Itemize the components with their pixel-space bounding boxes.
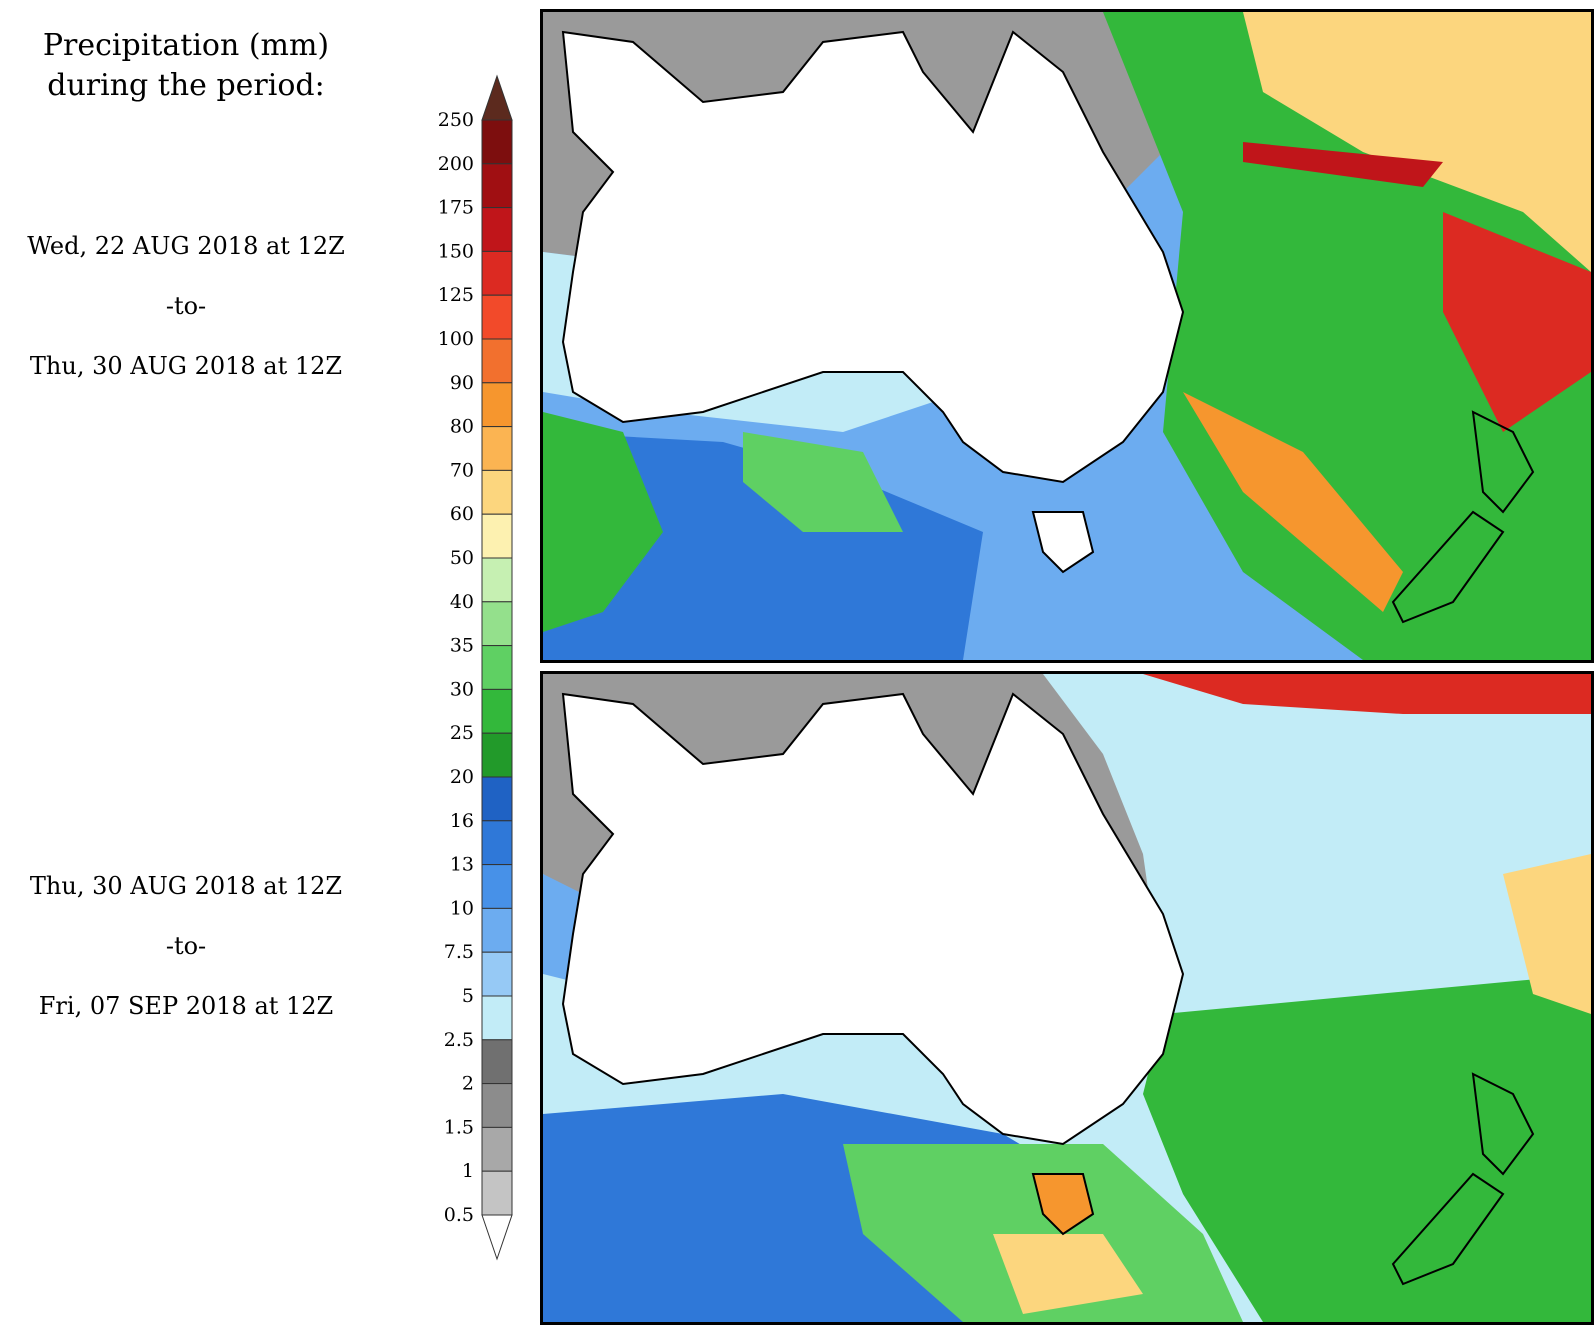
period-1-start: Wed, 22 AUG 2018 at 12Z [27, 232, 345, 260]
legend-color-box [481, 907, 513, 953]
legend-color-box [481, 776, 513, 822]
legend-color-box [481, 119, 513, 165]
legend-color-box [481, 688, 513, 734]
legend-tick-label: 200 [438, 153, 474, 175]
legend-tick-label: 50 [450, 547, 474, 569]
legend-color-box [481, 426, 513, 471]
legend-tick-label: 10 [450, 897, 474, 919]
legend-color-box [481, 557, 513, 603]
legend-tick-label: 125 [438, 284, 474, 306]
legend-color-box [481, 294, 513, 340]
period-1-map [540, 9, 1594, 663]
period-2-map [540, 671, 1594, 1325]
legend-tick-label: 5 [462, 985, 474, 1007]
tasmania-landmass [1031, 511, 1095, 574]
legend-color-box [481, 645, 513, 690]
legend-color-box [481, 338, 513, 384]
period-2-separator: -to- [165, 932, 207, 960]
period-2-precip-map [543, 674, 1591, 1322]
legend-color-box [481, 951, 513, 997]
legend-tick-label: 0.5 [444, 1204, 474, 1226]
heavy-rain-band-north [1243, 142, 1443, 187]
legend-tick-label: 90 [450, 372, 474, 394]
new-zealand-north-island [1471, 410, 1535, 514]
yellow-field-tasmania [993, 1234, 1143, 1314]
period-2-start: Thu, 30 AUG 2018 at 12Z [29, 872, 343, 900]
title-line-2: during the period: [47, 68, 325, 103]
orange-band-tasman [1183, 392, 1403, 612]
legend-color-box [481, 250, 513, 296]
legend-color-box [481, 864, 513, 909]
legend-tick-label: 20 [450, 766, 474, 788]
legend-tick-label: 13 [450, 854, 474, 876]
legend-tick-label: 30 [450, 678, 474, 700]
title-line-1: Precipitation (mm) [42, 28, 330, 63]
color-scale-legend: 2502001751501251009080706050403530252016… [438, 74, 513, 1261]
legend-tick-label: 60 [450, 503, 474, 525]
green-band-bight [743, 432, 903, 532]
period-2-end: Fri, 07 SEP 2018 at 12Z [38, 992, 334, 1020]
legend-bottom-arrow [481, 1214, 513, 1261]
green-field-tasman-sea [1143, 974, 1591, 1322]
legend-tick-label: 16 [450, 810, 474, 832]
legend-color-box [481, 732, 513, 778]
legend-tick-label: 35 [450, 635, 474, 657]
legend-tick-label: 25 [450, 722, 474, 744]
figure-title: Precipitation (mm) during the period: [0, 26, 372, 106]
legend-tick-label: 100 [438, 328, 474, 350]
legend-color-box [481, 382, 513, 428]
legend-tick-label: 250 [438, 109, 474, 131]
new-zealand-north-island [1471, 1072, 1535, 1176]
legend-color-box [481, 1039, 513, 1085]
legend-tick-label: 40 [450, 591, 474, 613]
heavy-rain-band-north [1143, 674, 1591, 714]
heavy-rain-band-east [1443, 212, 1591, 432]
legend-tick-label: 1 [462, 1160, 474, 1182]
legend-color-box [481, 469, 513, 515]
period-1-separator: -to- [165, 292, 207, 320]
legend-tick-label: 70 [450, 459, 474, 481]
new-zealand-south-island [1391, 510, 1505, 624]
australia-landmass [561, 30, 1185, 484]
legend-color-box [481, 163, 513, 209]
green-band-west [543, 412, 663, 632]
yellow-field-east [1503, 854, 1591, 1014]
yellow-field-coral-sea [1243, 12, 1591, 272]
legend-tick-label: 80 [450, 416, 474, 438]
new-zealand-south-island [1391, 1172, 1505, 1286]
legend-tick-label: 2 [462, 1073, 474, 1095]
legend-color-box [481, 1170, 513, 1216]
period-1-precip-map [543, 12, 1591, 660]
period-2-label: Thu, 30 AUG 2018 at 12Z -to- Fri, 07 SEP… [0, 866, 372, 1046]
legend-tick-label: 7.5 [444, 941, 474, 963]
legend-color-box [481, 820, 513, 866]
legend-tick-label: 175 [438, 197, 474, 219]
legend-color-box [481, 207, 513, 252]
legend-color-box [481, 1083, 513, 1128]
tasmania-landmass [1031, 1173, 1095, 1236]
legend-tick-label: 150 [438, 240, 474, 262]
green-field-tasman [843, 1144, 1243, 1322]
australia-landmass [561, 692, 1185, 1146]
legend-tick-label: 2.5 [444, 1029, 474, 1051]
legend-color-box [481, 995, 513, 1041]
period-1-end: Thu, 30 AUG 2018 at 12Z [29, 352, 343, 380]
legend-tick-label: 1.5 [444, 1116, 474, 1138]
legend-color-box [481, 1126, 513, 1172]
legend-top-arrow [481, 74, 513, 121]
period-1-label: Wed, 22 AUG 2018 at 12Z -to- Thu, 30 AUG… [0, 226, 372, 406]
legend-color-box [481, 513, 513, 559]
legend-color-box [481, 601, 513, 647]
